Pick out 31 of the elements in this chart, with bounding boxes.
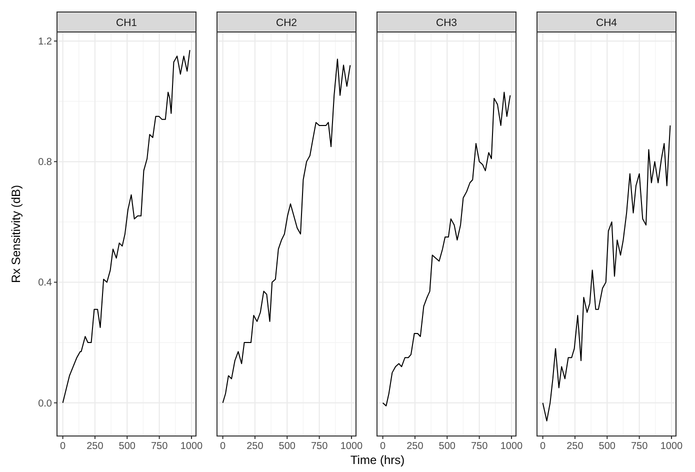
x-tick-label: 500 bbox=[598, 441, 616, 452]
x-tick-label: 500 bbox=[278, 441, 296, 452]
chart-title: CH3 bbox=[436, 17, 458, 29]
x-tick-label: 750 bbox=[470, 441, 488, 452]
line-series bbox=[62, 50, 190, 404]
x-tick-label: 250 bbox=[566, 441, 584, 452]
x-tick-label: 250 bbox=[86, 441, 104, 452]
x-tick-label: 750 bbox=[630, 441, 648, 452]
x-tick-label: 250 bbox=[406, 441, 424, 452]
x-tick-label: 0 bbox=[220, 441, 226, 452]
x-tick-label: 1000 bbox=[180, 441, 204, 452]
x-tick-label: 0 bbox=[540, 441, 546, 452]
x-tick-label: 500 bbox=[438, 441, 456, 452]
chart-title: CH4 bbox=[596, 17, 618, 29]
x-axis-title: Time (hrs) bbox=[350, 453, 405, 467]
chart-title: CH2 bbox=[276, 17, 298, 29]
x-tick-label: 1000 bbox=[500, 441, 524, 452]
x-tick-label: 250 bbox=[246, 441, 264, 452]
x-tick-label: 0 bbox=[380, 441, 386, 452]
y-tick-label: 1.2 bbox=[38, 36, 52, 48]
y-tick-label: 0.0 bbox=[38, 398, 52, 410]
y-tick-label: 0.4 bbox=[38, 278, 52, 289]
x-tick-label: 0 bbox=[60, 441, 66, 452]
x-tick-label: 1000 bbox=[340, 441, 364, 452]
chart-title: CH1 bbox=[116, 17, 138, 29]
y-tick-label: 0.8 bbox=[38, 157, 52, 168]
x-tick-label: 1000 bbox=[660, 441, 684, 452]
y-axis-title: Rx Sensitivity (dB) bbox=[9, 184, 23, 284]
x-tick-label: 750 bbox=[150, 441, 168, 452]
x-tick-label: 750 bbox=[310, 441, 328, 452]
x-tick-label: 500 bbox=[118, 441, 136, 452]
